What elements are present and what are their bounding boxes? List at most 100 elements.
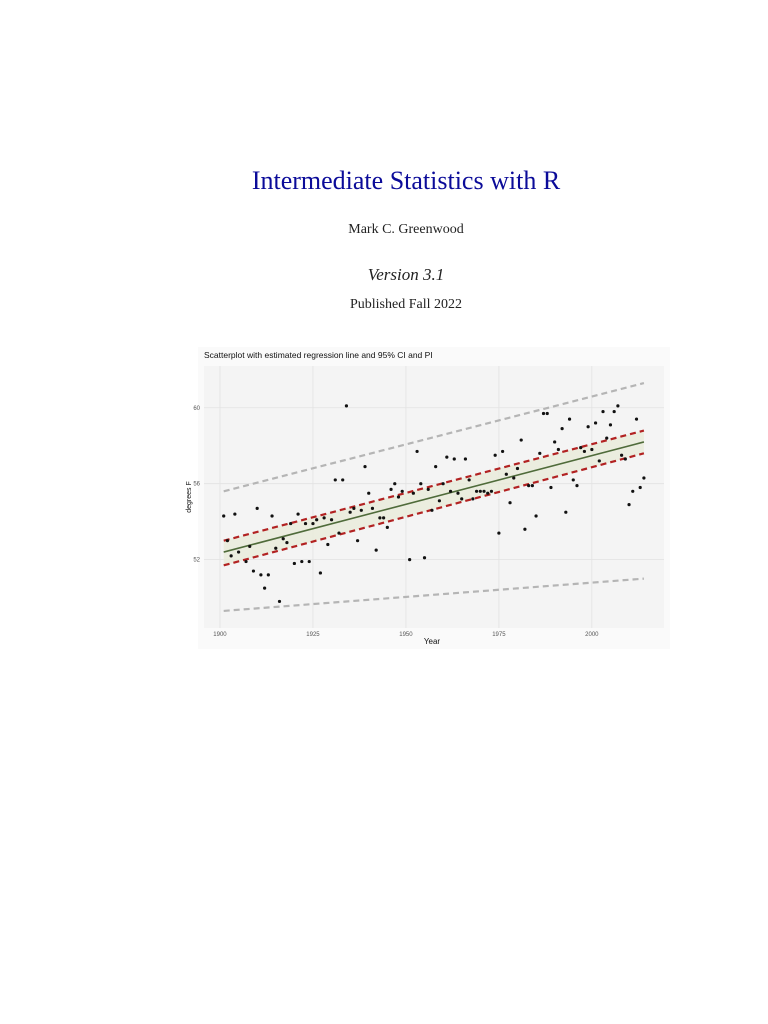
data-point [393, 482, 397, 486]
data-point [467, 478, 471, 482]
data-point [296, 512, 300, 516]
data-point [512, 476, 516, 480]
book-title: Intermediate Statistics with R [251, 166, 561, 195]
data-point [597, 459, 601, 463]
data-point [419, 482, 423, 486]
data-point [623, 457, 627, 461]
data-point [612, 409, 616, 414]
data-point [437, 499, 441, 503]
data-point [634, 417, 639, 421]
data-point [285, 540, 289, 545]
data-point [434, 465, 438, 469]
data-point [322, 516, 326, 520]
data-point [415, 449, 419, 454]
data-point [389, 487, 393, 492]
data-point [363, 465, 367, 469]
data-point [579, 446, 583, 450]
data-point [631, 489, 635, 493]
data-point [352, 506, 356, 510]
data-point [248, 544, 252, 548]
data-point [452, 457, 456, 461]
data-point [244, 559, 248, 564]
data-point [411, 491, 415, 495]
x-tick-label: 1900 [213, 632, 227, 638]
data-point [582, 449, 587, 454]
data-point [348, 510, 352, 514]
data-point [593, 421, 598, 425]
data-point [370, 506, 375, 510]
data-point [519, 438, 523, 442]
data-point [251, 569, 256, 573]
data-point [616, 404, 620, 408]
data-point [329, 518, 334, 522]
data-point [448, 489, 453, 493]
data-point [341, 478, 345, 482]
fit-line [223, 441, 645, 553]
x-axis-label: Year [424, 637, 441, 646]
x-tick-label: 2000 [585, 632, 599, 638]
data-point [311, 521, 315, 526]
dashed-line [223, 429, 645, 542]
data-point [482, 489, 486, 493]
data-point [463, 457, 468, 461]
data-point [460, 497, 464, 501]
data-point [527, 484, 531, 488]
data-point [337, 531, 341, 535]
data-point [333, 478, 337, 482]
data-point [259, 573, 263, 577]
data-point [281, 537, 285, 541]
data-point [504, 472, 508, 476]
data-point [474, 489, 479, 493]
data-point [534, 514, 538, 518]
version: Version 3.1 [367, 265, 445, 284]
data-point [605, 436, 609, 440]
data-point [355, 539, 360, 543]
data-point [422, 556, 427, 560]
data-point [530, 484, 534, 488]
data-point [385, 525, 389, 529]
data-point [471, 497, 475, 501]
data-point [497, 531, 501, 535]
data-point [567, 417, 572, 421]
y-tick-label: 56 [193, 482, 200, 488]
y-tick-label: 60 [193, 406, 200, 412]
data-point [642, 476, 646, 480]
data-point [222, 514, 226, 518]
data-point [255, 506, 259, 510]
data-point [538, 451, 542, 455]
data-point [545, 411, 549, 416]
data-point [441, 482, 445, 486]
dashed-line [223, 577, 645, 613]
data-point [236, 550, 241, 554]
y-axis-label: degrees F [186, 481, 193, 513]
data-point [266, 573, 270, 577]
data-point [307, 559, 311, 564]
x-tick-label: 1925 [306, 632, 320, 638]
chart-title: Scatterplot with estimated regression li… [204, 350, 433, 360]
data-point [571, 478, 575, 482]
data-point [367, 491, 371, 495]
data-point [382, 516, 386, 520]
data-point [277, 599, 282, 604]
data-point [344, 404, 349, 408]
data-point [263, 586, 267, 590]
data-point [560, 427, 564, 431]
data-point [374, 548, 378, 552]
data-point [575, 484, 579, 488]
data-point [326, 542, 330, 547]
data-point [608, 423, 613, 427]
data-point [601, 409, 605, 414]
data-point [318, 571, 322, 575]
data-point [445, 455, 449, 459]
author: Mark C. Greenwood [348, 222, 464, 237]
data-point [627, 502, 631, 507]
data-point [233, 512, 237, 516]
data-point [620, 453, 624, 457]
published: Published Fall 2022 [349, 297, 462, 312]
data-point [549, 485, 553, 490]
data-point [274, 546, 278, 550]
data-point [400, 489, 404, 493]
data-point [292, 561, 296, 566]
